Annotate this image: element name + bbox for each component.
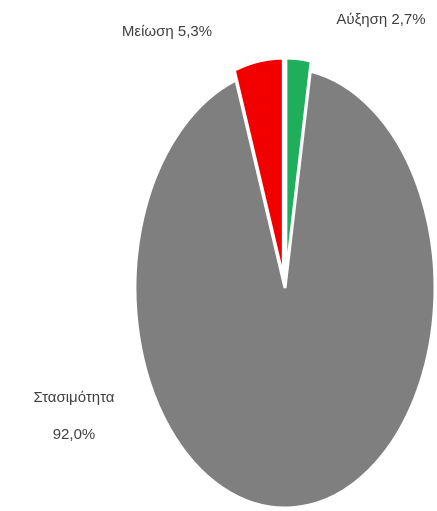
category-label: Αύξηση [336,11,387,28]
slice-label: Αύξηση 2,7% [336,11,425,28]
category-label: Μείωση [122,23,174,40]
pie-slice [232,56,285,279]
slice-label: Μείωση 5,3% [122,23,212,40]
value-label: 2,7% [391,11,425,28]
value-label: 5,3% [178,23,212,40]
value-label: 92,0% [53,426,96,443]
pie-slice [133,69,437,510]
category-label: Στασιμότητα [34,389,115,406]
